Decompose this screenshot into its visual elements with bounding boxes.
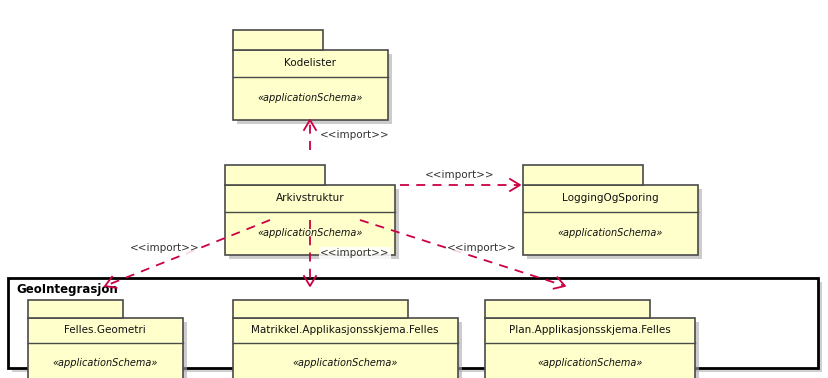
FancyBboxPatch shape xyxy=(224,165,325,185)
Text: Felles.Geometri: Felles.Geometri xyxy=(64,325,146,335)
FancyBboxPatch shape xyxy=(27,318,182,378)
FancyBboxPatch shape xyxy=(489,322,698,378)
Text: GeoIntegrasjon: GeoIntegrasjon xyxy=(16,283,118,296)
FancyBboxPatch shape xyxy=(484,318,694,378)
FancyBboxPatch shape xyxy=(236,322,461,378)
Text: «applicationSchema»: «applicationSchema» xyxy=(537,358,642,368)
Text: «applicationSchema»: «applicationSchema» xyxy=(257,93,363,103)
FancyBboxPatch shape xyxy=(27,300,123,318)
Text: LoggingOgSporing: LoggingOgSporing xyxy=(561,193,657,203)
FancyBboxPatch shape xyxy=(236,54,391,124)
FancyBboxPatch shape xyxy=(8,278,817,368)
FancyBboxPatch shape xyxy=(31,322,186,378)
Text: «applicationSchema»: «applicationSchema» xyxy=(292,358,397,368)
FancyBboxPatch shape xyxy=(12,282,821,372)
FancyBboxPatch shape xyxy=(526,189,700,259)
Text: «applicationSchema»: «applicationSchema» xyxy=(52,358,157,368)
FancyBboxPatch shape xyxy=(232,50,387,120)
FancyBboxPatch shape xyxy=(232,300,407,318)
FancyBboxPatch shape xyxy=(522,185,696,255)
Text: Plan.Applikasjonsskjema.Felles: Plan.Applikasjonsskjema.Felles xyxy=(508,325,670,335)
Text: <<import>>: <<import>> xyxy=(320,130,389,140)
FancyBboxPatch shape xyxy=(232,318,457,378)
FancyBboxPatch shape xyxy=(224,185,394,255)
FancyBboxPatch shape xyxy=(232,30,322,50)
Text: <<import>>: <<import>> xyxy=(446,243,516,253)
FancyBboxPatch shape xyxy=(229,189,398,259)
Text: Kodelister: Kodelister xyxy=(284,58,335,68)
Text: Matrikkel.Applikasjonsskjema.Felles: Matrikkel.Applikasjonsskjema.Felles xyxy=(251,325,438,335)
Text: «applicationSchema»: «applicationSchema» xyxy=(556,228,662,238)
Text: <<import>>: <<import>> xyxy=(130,243,200,253)
Text: <<import>>: <<import>> xyxy=(425,170,494,180)
Text: «applicationSchema»: «applicationSchema» xyxy=(257,228,363,238)
FancyBboxPatch shape xyxy=(484,300,649,318)
FancyBboxPatch shape xyxy=(522,165,642,185)
Text: <<import>>: <<import>> xyxy=(320,248,389,258)
Text: Arkivstruktur: Arkivstruktur xyxy=(276,193,344,203)
